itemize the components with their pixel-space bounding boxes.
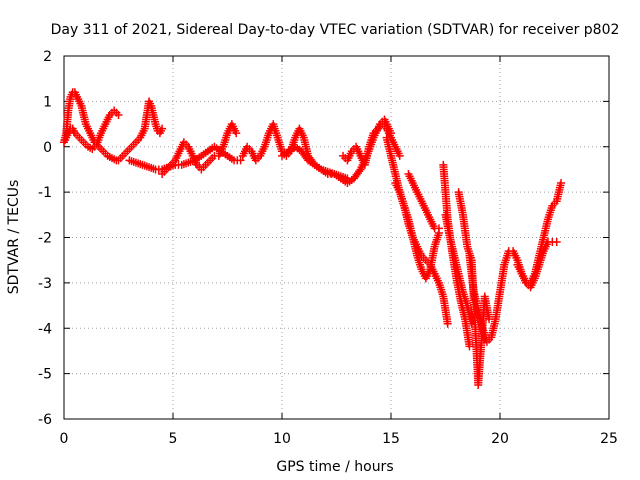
data-point bbox=[158, 124, 167, 133]
data-point bbox=[443, 319, 452, 328]
y-tick-label: -6 bbox=[38, 412, 52, 428]
data-point bbox=[114, 110, 123, 119]
y-axis-label: SDTVAR / TECUs bbox=[6, 180, 22, 295]
series-arc-3 bbox=[114, 97, 167, 165]
data-point bbox=[434, 224, 443, 233]
x-tick-label: 0 bbox=[60, 431, 69, 447]
x-tick-label: 10 bbox=[273, 431, 291, 447]
data-point-fill bbox=[355, 167, 364, 176]
x-tick-label: 5 bbox=[169, 431, 178, 447]
data-point bbox=[552, 238, 561, 247]
x-tick-label: 25 bbox=[600, 431, 618, 447]
x-axis-label: GPS time / hours bbox=[276, 459, 393, 475]
series-arc-15 bbox=[513, 179, 566, 287]
data-point bbox=[485, 315, 494, 324]
series-arc-8 bbox=[339, 120, 404, 169]
series-arc-16 bbox=[454, 188, 494, 389]
x-tick-label: 15 bbox=[382, 431, 400, 447]
series-arc-11 bbox=[404, 169, 443, 233]
series-arc-9 bbox=[382, 133, 452, 328]
data-point bbox=[465, 342, 474, 351]
data-point bbox=[395, 151, 404, 160]
y-tick-label: 0 bbox=[43, 140, 52, 156]
chart-title: Day 311 of 2021, Sidereal Day-to-day VTE… bbox=[51, 22, 620, 38]
series-arc-5 bbox=[125, 142, 245, 174]
data-point bbox=[232, 129, 241, 138]
y-tick-label: -1 bbox=[38, 185, 52, 201]
y-tick-label: -4 bbox=[38, 321, 52, 337]
series-arc-1 bbox=[60, 88, 121, 165]
axis-ticks: 0 5 10 15 20 25 -6 -5 -4 -3 -2 -1 0 1 2 bbox=[38, 49, 618, 447]
y-tick-label: -2 bbox=[38, 231, 52, 247]
data-points bbox=[60, 88, 566, 389]
y-tick-label: 1 bbox=[43, 94, 52, 110]
grid bbox=[64, 56, 609, 419]
x-tick-label: 20 bbox=[491, 431, 509, 447]
y-tick-label: 2 bbox=[43, 49, 52, 65]
data-point bbox=[236, 156, 245, 165]
y-tick-label: -3 bbox=[38, 276, 52, 292]
data-point bbox=[557, 179, 566, 188]
y-tick-label: -5 bbox=[38, 367, 52, 383]
series-arc-13 bbox=[441, 210, 476, 328]
series-arc-2 bbox=[60, 106, 123, 154]
